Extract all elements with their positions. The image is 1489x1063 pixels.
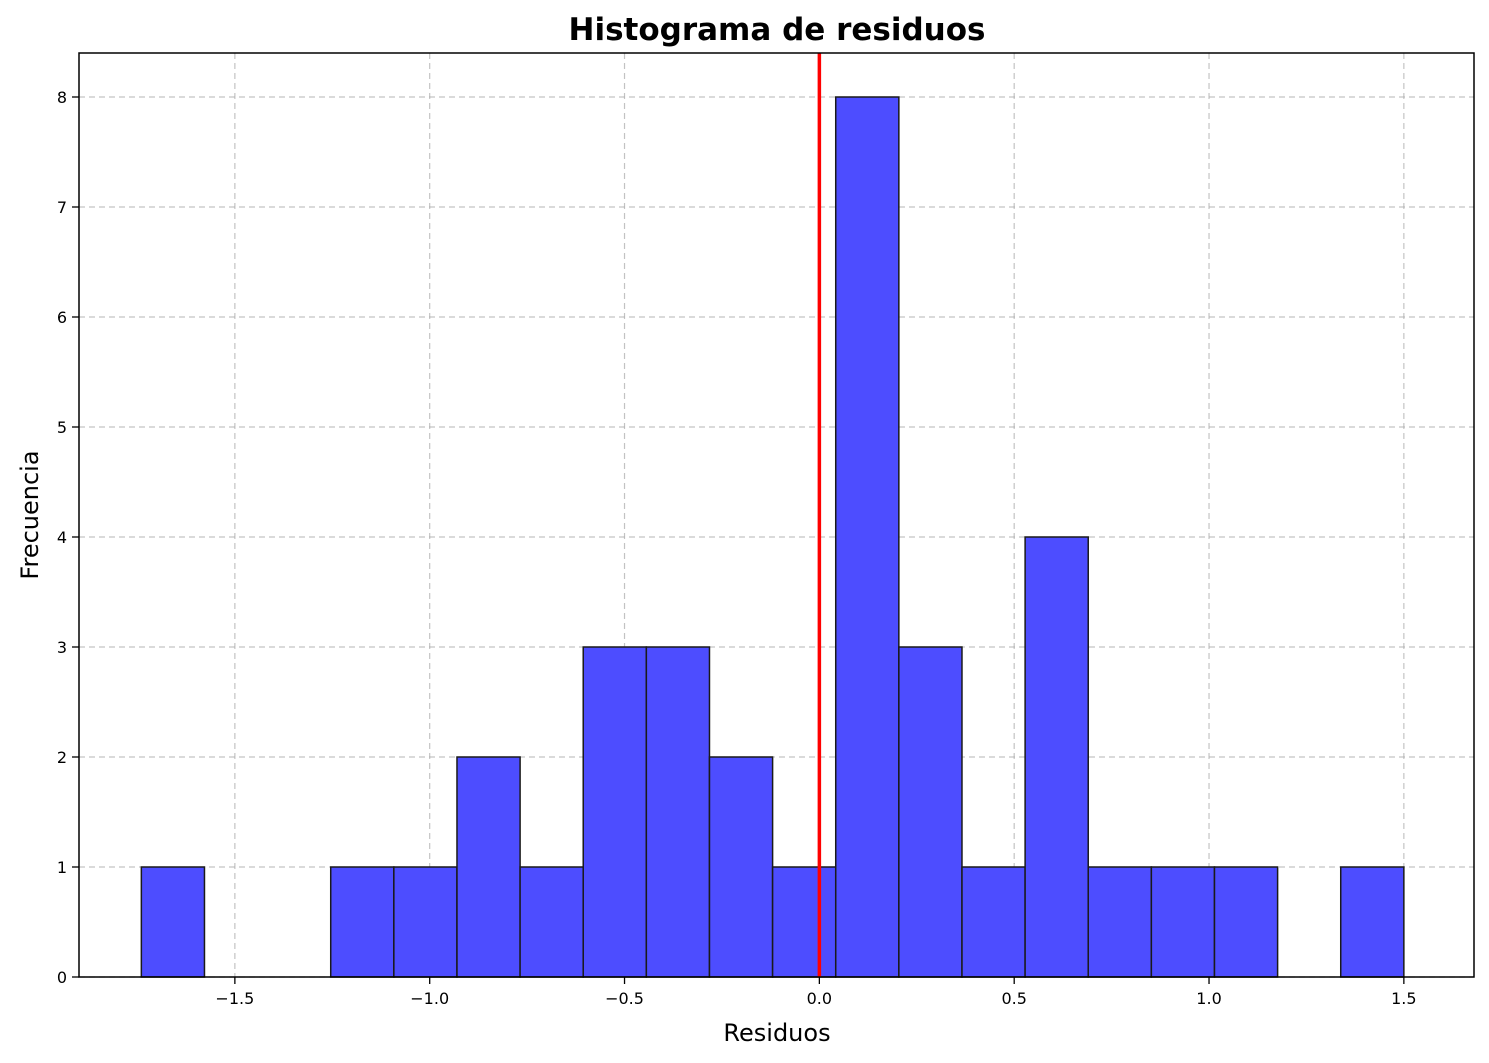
bars-layer <box>140 96 1405 978</box>
y-axis-ticks: 0 1 2 3 4 5 6 7 8 <box>57 88 79 987</box>
y-tick-label-7: 7 <box>57 198 67 217</box>
x-tick-label-3: 0.0 <box>807 989 832 1008</box>
y-tick-label-0: 0 <box>57 968 67 987</box>
histogram-bar-7 <box>582 646 648 978</box>
grid-layer <box>79 53 1474 978</box>
histogram-bar-9 <box>708 756 774 978</box>
plot-frame <box>78 52 1475 978</box>
y-axis-label: Frecuencia <box>16 450 44 579</box>
histogram-bar-3 <box>329 866 395 978</box>
x-tick-label-0: −1.5 <box>215 989 254 1008</box>
histogram-bar-12 <box>898 646 963 978</box>
y-tick-label-4: 4 <box>57 528 67 547</box>
histogram-bar-10 <box>771 866 837 978</box>
x-tick-label-5: 1.0 <box>1196 989 1221 1008</box>
histogram-bar-16 <box>1150 866 1216 978</box>
y-tick-label-5: 5 <box>57 418 67 437</box>
x-tick-label-4: 0.5 <box>1001 989 1026 1008</box>
histogram-bar-19 <box>1339 866 1405 978</box>
histogram-bar-6 <box>519 866 584 978</box>
y-tick-label-1: 1 <box>57 858 67 877</box>
x-tick-label-2: −0.5 <box>605 989 644 1008</box>
x-tick-label-6: 1.5 <box>1391 989 1416 1008</box>
histogram-bar-14 <box>1024 536 1089 978</box>
y-tick-label-2: 2 <box>57 748 67 767</box>
x-tick-label-1: −1.0 <box>410 989 449 1008</box>
y-tick-label-8: 8 <box>57 88 67 107</box>
histogram-bar-15 <box>1087 866 1153 978</box>
x-axis-label: Residuos <box>723 1019 830 1047</box>
histogram-bar-0 <box>140 866 206 978</box>
histogram-bar-4 <box>393 866 458 978</box>
histogram-bar-8 <box>645 646 711 978</box>
y-tick-label-3: 3 <box>57 638 67 657</box>
histogram-bar-13 <box>961 866 1026 978</box>
histogram-bar-5 <box>456 756 521 978</box>
histogram-bar-17 <box>1213 866 1279 978</box>
histogram-bar-11 <box>834 96 900 978</box>
chart-title: Histograma de residuos <box>569 12 986 48</box>
x-axis-ticks: −1.5 −1.0 −0.5 0.0 0.5 1.0 1.5 <box>215 977 1417 1008</box>
y-tick-label-6: 6 <box>57 308 67 327</box>
